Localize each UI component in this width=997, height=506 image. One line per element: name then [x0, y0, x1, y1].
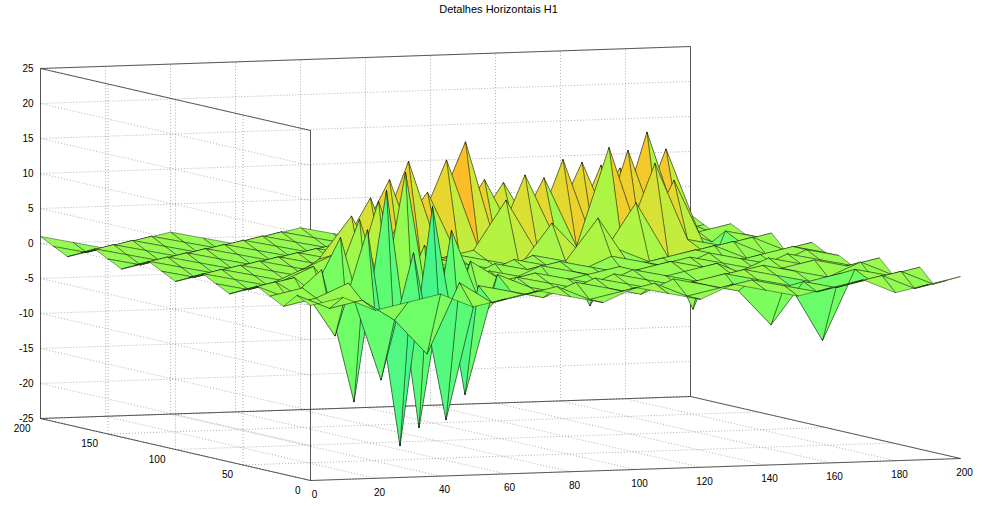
svg-text:200: 200: [14, 423, 31, 434]
svg-text:0: 0: [295, 485, 301, 496]
svg-text:100: 100: [631, 478, 648, 489]
svg-text:25: 25: [22, 63, 34, 74]
svg-text:60: 60: [504, 482, 516, 493]
svg-text:-20: -20: [19, 378, 34, 389]
svg-text:200: 200: [956, 467, 973, 478]
svg-text:20: 20: [374, 487, 386, 498]
html-text:Detalhes Horizontais H1: Detalhes Horizontais H1: [439, 3, 558, 15]
svg-text:50: 50: [222, 469, 234, 480]
svg-text:10: 10: [22, 168, 34, 179]
svg-text:160: 160: [826, 471, 843, 482]
svg-text:100: 100: [149, 454, 166, 465]
svg-text:5: 5: [28, 203, 34, 214]
svg-text:20: 20: [22, 98, 34, 109]
svg-text:120: 120: [696, 476, 713, 487]
svg-text:0: 0: [28, 238, 34, 249]
svg-text:-25: -25: [19, 413, 34, 424]
svg-text:140: 140: [761, 473, 778, 484]
svg-text:80: 80: [569, 480, 581, 491]
svg-text:150: 150: [81, 438, 98, 449]
svg-text:40: 40: [439, 484, 451, 495]
svg-text:180: 180: [891, 469, 908, 480]
svg-text:-10: -10: [19, 308, 34, 319]
svg-text:0: 0: [312, 489, 318, 500]
svg-text:-15: -15: [19, 343, 34, 354]
svg-text:-5: -5: [25, 273, 34, 284]
svg-text:15: 15: [22, 133, 34, 144]
